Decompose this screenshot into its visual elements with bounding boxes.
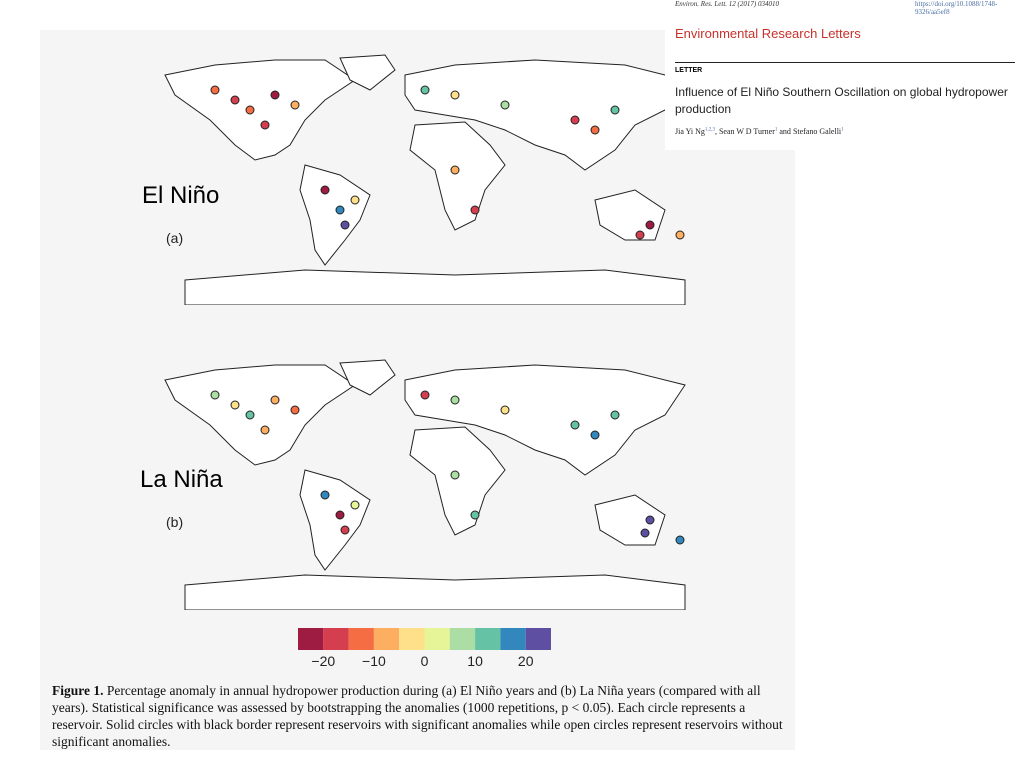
author: Sean W D Turner bbox=[718, 127, 775, 136]
colorbar-swatch bbox=[348, 628, 374, 650]
affiliation: 1 bbox=[841, 127, 844, 133]
colorbar-swatch bbox=[399, 628, 425, 650]
doi: https://doi.org/10.1088/1748-9326/aa5ef8 bbox=[915, 0, 998, 16]
caption-label: Figure 1. bbox=[52, 683, 104, 698]
author: Stefano Galelli bbox=[792, 127, 842, 136]
colorbar-tick-label: 0 bbox=[421, 653, 429, 669]
colorbar-swatch bbox=[298, 628, 324, 650]
conjunction: and bbox=[779, 127, 791, 136]
article-header: Environ. Res. Lett. 12 (2017) 034010 htt… bbox=[665, 0, 1024, 150]
article-title: Influence of El Niño Southern Oscillatio… bbox=[675, 85, 1008, 116]
map-el-nino bbox=[164, 54, 686, 305]
rule bbox=[675, 62, 1015, 63]
panel-label: La Niña bbox=[140, 466, 223, 493]
panel-letter: (b) bbox=[166, 514, 184, 530]
affiliation: 1 bbox=[774, 127, 778, 133]
caption-text: Percentage anomaly in annual hydropower … bbox=[52, 683, 783, 749]
colorbar-tick-label: 20 bbox=[518, 653, 534, 669]
authors: Jia Yi Ng1,2,3, Sean W D Turner1 and Ste… bbox=[675, 127, 844, 136]
colorbar-swatch bbox=[449, 628, 476, 650]
affiliation: 1,2,3 bbox=[704, 127, 715, 133]
colorbar-swatch bbox=[373, 628, 400, 650]
colorbar-tick-label: 10 bbox=[467, 653, 483, 669]
colorbar-swatch bbox=[525, 628, 551, 650]
colorbar-tick-label: −10 bbox=[362, 653, 386, 669]
journal-name: Environmental Research Letters bbox=[675, 26, 861, 41]
colorbar-tick-label: −20 bbox=[311, 653, 335, 669]
colorbar-swatch bbox=[500, 628, 526, 650]
panel-letter: (a) bbox=[166, 230, 184, 246]
colorbar-swatch bbox=[323, 628, 349, 650]
citation: Environ. Res. Lett. 12 (2017) 034010 bbox=[675, 0, 779, 8]
panel-label: El Niño bbox=[142, 182, 220, 209]
colorbar: −20 −10 0 10 20 bbox=[298, 628, 551, 669]
map-la-nina bbox=[164, 359, 686, 610]
author: Jia Yi Ng bbox=[675, 127, 705, 136]
caption: Figure 1. Percentage anomaly in annual h… bbox=[52, 682, 797, 750]
colorbar-swatch bbox=[475, 628, 501, 650]
colorbar-swatch bbox=[424, 628, 450, 650]
separator: , bbox=[714, 127, 717, 136]
article-type: LETTER bbox=[675, 67, 703, 74]
